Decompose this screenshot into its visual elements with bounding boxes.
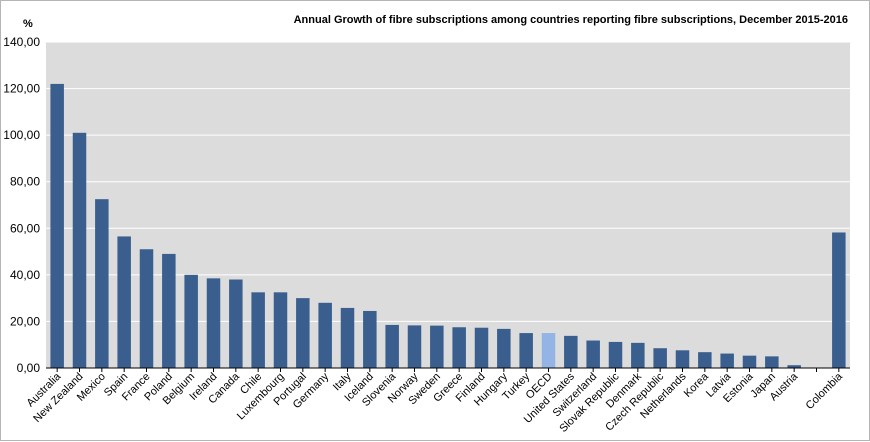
y-tick-label: 140,00 bbox=[3, 35, 40, 49]
bar-poland bbox=[162, 253, 176, 368]
y-tick-label: 40,00 bbox=[10, 268, 40, 282]
bar-belgium bbox=[184, 274, 198, 368]
chart-title: Annual Growth of fibre subscriptions amo… bbox=[294, 14, 848, 26]
bar-australia bbox=[50, 83, 64, 369]
gridlines bbox=[46, 41, 850, 322]
bar-luxembourg bbox=[273, 292, 288, 368]
bar-japan bbox=[765, 356, 779, 368]
y-tick-label: 60,00 bbox=[10, 221, 40, 235]
bar-switzerland bbox=[586, 340, 600, 368]
bar-canada bbox=[229, 279, 243, 368]
bar-france bbox=[139, 249, 154, 368]
bar-hungary bbox=[497, 328, 511, 368]
bar-denmark bbox=[631, 342, 645, 368]
bar-slovenia bbox=[385, 324, 399, 368]
bar-netherlands bbox=[675, 350, 690, 368]
bar-estonia bbox=[742, 355, 757, 368]
bar-korea bbox=[698, 352, 712, 368]
bar-colombia bbox=[832, 232, 846, 368]
y-tick-label: 0,00 bbox=[17, 361, 41, 375]
y-tick-label: 100,00 bbox=[3, 128, 40, 142]
bar-oecd bbox=[541, 333, 556, 368]
bar-czech-republic bbox=[653, 348, 667, 368]
x-tick-label: Colombia bbox=[804, 370, 846, 412]
bar-new-zealand bbox=[72, 132, 87, 368]
bar-sweden bbox=[430, 325, 444, 368]
bar-norway bbox=[407, 325, 422, 368]
y-axis-unit-label: % bbox=[23, 18, 33, 30]
bar-portugal bbox=[296, 298, 310, 368]
bar-ireland bbox=[206, 278, 221, 368]
bar-slovak-republic bbox=[608, 341, 623, 368]
bar-latvia bbox=[720, 353, 734, 368]
bar-finland bbox=[474, 327, 489, 368]
bar-iceland bbox=[363, 310, 377, 368]
bar-turkey bbox=[519, 333, 533, 368]
bar-chile bbox=[251, 292, 265, 368]
y-axis-ticks: 0,00 20,00 40,00 60,00 80,00 100,00 120,00 140,… bbox=[3, 35, 40, 375]
bar-italy bbox=[340, 307, 355, 368]
y-tick-label: 80,00 bbox=[10, 175, 40, 189]
y-tick-label: 20,00 bbox=[10, 314, 40, 328]
bar-united-states bbox=[564, 335, 578, 368]
y-tick-label: 120,00 bbox=[3, 82, 40, 96]
bar-austria bbox=[787, 365, 801, 368]
bar-mexico bbox=[95, 199, 109, 368]
bar-spain bbox=[117, 236, 131, 368]
bar-germany bbox=[318, 302, 332, 368]
bar-greece bbox=[452, 327, 466, 368]
bars bbox=[50, 83, 846, 369]
plot-area bbox=[46, 42, 850, 368]
